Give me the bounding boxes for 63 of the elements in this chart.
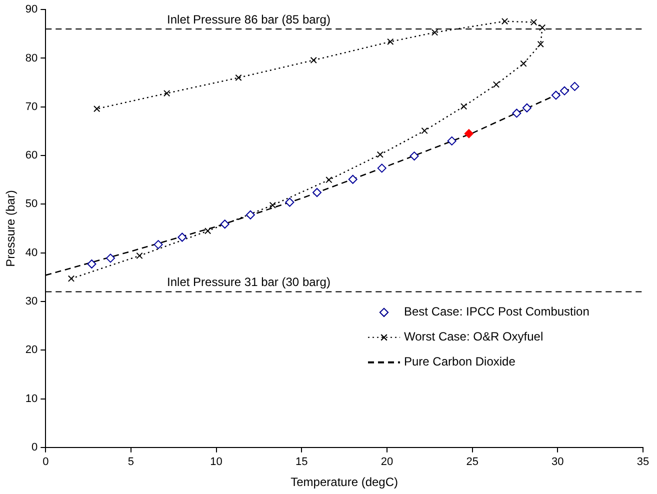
x-tick-label: 30	[552, 456, 564, 468]
point	[551, 90, 560, 100]
point	[94, 106, 100, 112]
x-tick-label: 5	[128, 456, 134, 468]
point	[204, 228, 212, 234]
point	[387, 38, 394, 46]
legend-label: Worst Case: O&R Oxyfuel	[404, 330, 544, 344]
point	[220, 220, 230, 229]
point	[269, 202, 276, 208]
x-axis-title: Temperature (degC)	[290, 475, 398, 490]
legend-label: Pure Carbon Dioxide	[404, 354, 516, 369]
y-tick-label: 80	[25, 52, 38, 64]
point	[501, 18, 508, 25]
point	[410, 152, 419, 161]
point	[530, 18, 538, 26]
y-tick-label: 30	[25, 296, 38, 308]
point	[312, 188, 322, 198]
point	[560, 86, 569, 96]
point	[246, 210, 255, 220]
x-tick-label: 20	[380, 456, 394, 468]
point	[512, 108, 522, 118]
legend-label: Best Case: IPCC Post Combustion	[404, 304, 590, 319]
y-tick-label: 90	[25, 4, 38, 16]
ref-line-label: Inlet Pressure 86 bar (85 barg)	[167, 12, 330, 26]
point	[235, 74, 242, 82]
point	[421, 127, 428, 134]
x-tick-label: 15	[296, 456, 308, 468]
point	[492, 81, 500, 88]
y-tick-label: 10	[25, 392, 38, 405]
point	[447, 136, 456, 146]
point	[68, 275, 75, 282]
point	[136, 252, 143, 260]
point	[87, 260, 96, 269]
x-tick-label: 35	[636, 456, 650, 468]
point	[537, 40, 544, 48]
point	[154, 240, 163, 250]
point	[538, 24, 546, 31]
point	[377, 164, 386, 173]
y-tick-label: 50	[25, 198, 38, 210]
y-tick-label: 20	[25, 344, 38, 356]
x-tick-label: 10	[210, 456, 222, 468]
point	[522, 103, 532, 112]
y-tick-label: 40	[25, 246, 38, 259]
point	[520, 60, 527, 67]
y-axis-title: Pressure (bar)	[4, 190, 18, 267]
x-tick-label: 0	[42, 456, 49, 468]
x-tick-label: 25	[466, 456, 478, 468]
point	[348, 174, 358, 184]
point	[431, 29, 438, 36]
point	[570, 82, 580, 91]
point	[106, 254, 115, 263]
point	[178, 232, 187, 242]
y-tick-label: 60	[25, 150, 38, 162]
point	[310, 56, 317, 64]
ref-line-label: Inlet Pressure 31 bar (30 barg)	[167, 275, 330, 290]
point	[376, 151, 384, 158]
point	[326, 176, 332, 184]
y-tick-label: 70	[25, 100, 38, 113]
point	[285, 198, 294, 207]
point	[460, 103, 468, 110]
point	[464, 129, 474, 138]
y-tick-label: 0	[32, 441, 38, 454]
point	[163, 90, 170, 97]
